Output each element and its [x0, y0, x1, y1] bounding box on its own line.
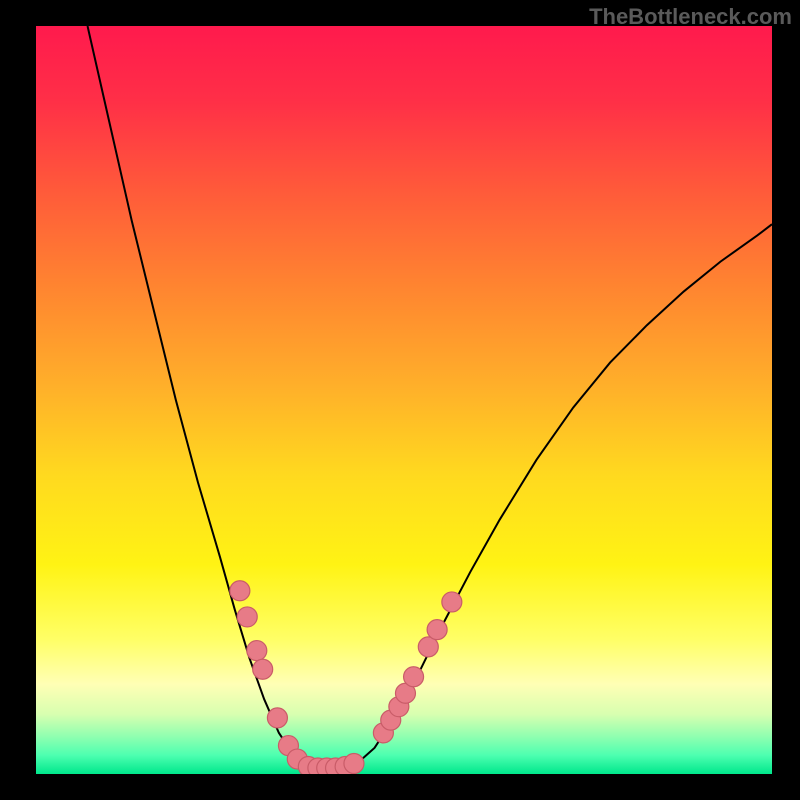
- data-marker: [253, 659, 273, 679]
- chart-background: [36, 26, 772, 774]
- data-marker: [267, 708, 287, 728]
- data-marker: [442, 592, 462, 612]
- data-marker: [237, 607, 257, 627]
- bottleneck-chart: [36, 26, 772, 774]
- data-marker: [404, 667, 424, 687]
- data-marker: [344, 754, 364, 774]
- data-marker: [247, 641, 267, 661]
- chart-frame: TheBottleneck.com: [0, 0, 800, 800]
- data-marker: [230, 581, 250, 601]
- data-marker: [427, 620, 447, 640]
